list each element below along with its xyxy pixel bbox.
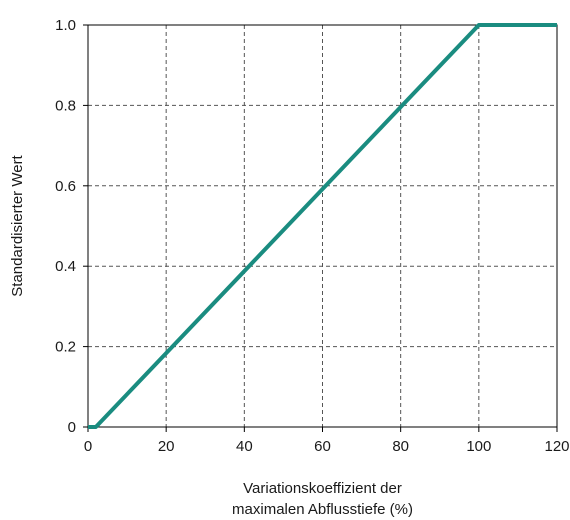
x-tick-label-5: 100 [466,438,491,455]
series-layer [88,23,557,429]
y-tick-label-4: 0.8 [55,97,76,114]
x-tick-label-2: 40 [236,438,253,455]
x-axis-label-line-1: Variationskoeffizient der [243,480,402,497]
x-tick-label-3: 60 [314,438,331,455]
axis-ticks: 0 20 40 60 80 100 120 0 0.2 0.4 0.6 0.8 1.0 [55,17,569,455]
y-tick-label-1: 0.2 [55,339,76,356]
y-tick-label-3: 0.6 [55,178,76,195]
x-tick-label-4: 80 [392,438,409,455]
grid [88,25,557,427]
y-tick-label-5: 1.0 [55,17,76,34]
x-axis-label-line-2: maximalen Abflusstiefe (%) [232,501,413,518]
y-tick-label-0: 0 [68,419,76,436]
axis-labels: Standardisierter Wert Variationskoeffizi… [9,154,413,518]
y-axis-label: Standardisierter Wert [9,154,26,296]
x-tick-label-6: 120 [544,438,569,455]
x-tick-label-1: 20 [158,438,175,455]
x-tick-label-0: 0 [84,438,92,455]
plot-frame [87,24,558,428]
y-tick-label-2: 0.4 [55,258,76,275]
series-line-0 [88,23,557,429]
